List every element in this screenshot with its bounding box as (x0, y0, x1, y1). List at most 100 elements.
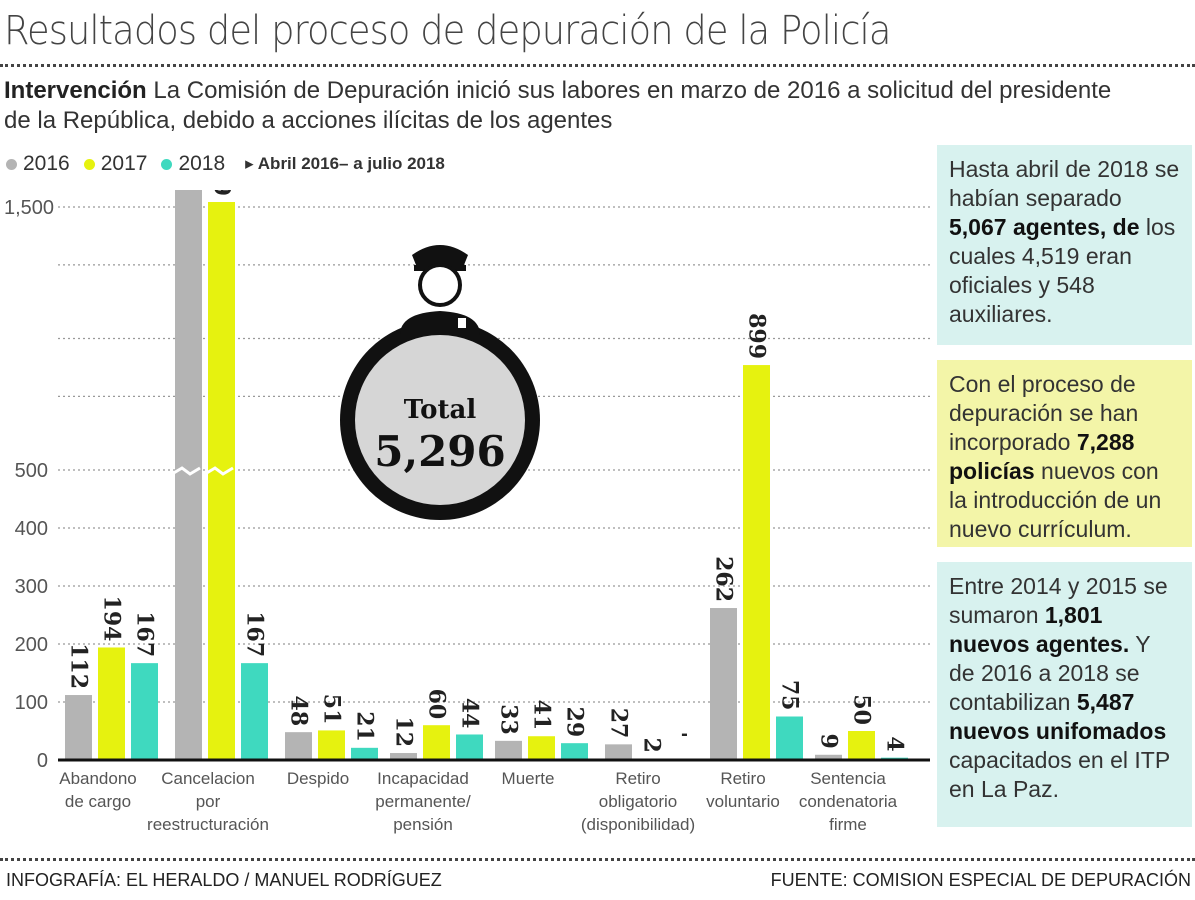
bar-2017 (208, 202, 235, 761)
bar-2016 (65, 695, 92, 760)
data-label: 899 (744, 313, 770, 359)
x-tick-label: condenatoria (799, 792, 898, 811)
data-label: 33 (496, 704, 522, 735)
x-tick-label: voluntario (706, 792, 780, 811)
panel-text: capacitados en el ITP en La Paz. (949, 747, 1170, 802)
bar-2017 (743, 365, 770, 760)
panel-text: 5,067 agentes, de (949, 214, 1140, 240)
y-tick-label: 300 (15, 576, 48, 598)
x-tick-label: Despido (287, 769, 349, 788)
data-label: 194 (99, 596, 125, 642)
data-label: 51 (319, 694, 345, 725)
bar-2016 (495, 740, 522, 760)
source: FUENTE: COMISION ESPECIAL DE DEPURACIÓN (770, 870, 1191, 890)
data-label: 1,519 (209, 190, 235, 196)
x-tick-label: Abandono (59, 769, 137, 788)
legend-note: ▸ Abril 2016– a julio 2018 (245, 154, 445, 173)
data-label: 167 (132, 611, 158, 657)
info-panel: Entre 2014 y 2015 se sumaron 1,801 nuevo… (937, 562, 1192, 827)
bar-2018 (561, 743, 588, 760)
x-tick-label: de cargo (65, 792, 131, 811)
y-tick-label: 400 (15, 518, 48, 540)
badge-inner (355, 335, 525, 505)
x-tick-label: reestructuración (147, 815, 269, 834)
x-tick-label: Sentencia (810, 769, 886, 788)
intro-lead: Intervención (4, 77, 147, 104)
bar-2016 (815, 754, 842, 760)
bar-2016 (710, 608, 737, 760)
data-label: 41 (529, 700, 555, 731)
bar-2018 (131, 663, 158, 760)
bar-2017 (848, 731, 875, 760)
data-label: 44 (457, 698, 483, 729)
x-tick-label: Cancelacion (161, 769, 255, 788)
legend-label: 2017 (100, 152, 148, 175)
bar-2016 (390, 753, 417, 760)
x-tick-label: firme (829, 815, 867, 834)
legend-swatch (161, 158, 173, 170)
legend-item-2017: 2017 (83, 152, 148, 176)
bar-2017 (318, 730, 345, 760)
bar-2016 (605, 744, 632, 760)
data-label: 167 (242, 611, 268, 657)
y-tick-label: 100 (15, 692, 48, 714)
badge-value: 5,296 (374, 427, 506, 476)
data-label: 21 (352, 711, 378, 742)
panel-text: Hasta abril de 2018 se habían separado (949, 156, 1180, 211)
x-tick-label: pensión (393, 815, 453, 834)
data-label: 2 (639, 738, 665, 753)
axis-break-mark (204, 466, 234, 476)
data-label: 48 (286, 696, 312, 727)
legend-swatch (83, 158, 95, 170)
data-label: - (681, 723, 688, 745)
data-label: 262 (711, 556, 737, 602)
panel-text: nuevos con la introducción de un nuevo c… (949, 458, 1162, 542)
data-label: 4 (882, 736, 908, 751)
police-officer-icon (400, 245, 480, 335)
panel-text: 7,288 policías (949, 429, 1135, 484)
panel-text: Y de 2016 a 2018 se contabilizan (949, 631, 1151, 715)
bar-2017 (423, 725, 450, 760)
legend-item-2016: 2016 (6, 152, 70, 176)
x-tick-label: Retiro (720, 769, 765, 788)
y-tick-label: 0 (37, 750, 48, 772)
x-tick-label: Incapacidad (377, 769, 469, 788)
bar-chart: 0 100 200 300 400 500 1,500 112 194 167 Abandono de… (4, 190, 930, 834)
bar-2018 (776, 716, 803, 760)
panel-text: Entre 2014 y 2015 se sumaron (949, 573, 1168, 628)
data-label: 29 (562, 707, 588, 738)
x-tick-label: Retiro (615, 769, 660, 788)
legend: 2016 2017 2018 ▸ Abril 2016– a julio 2018 (6, 152, 445, 176)
data-label: 112 (65, 643, 91, 689)
x-tick-label: obligatorio (599, 792, 677, 811)
panel-text: los cuales 4,519 eran oficiales y 548 au… (949, 214, 1176, 327)
y-tick-label: 1,500 (4, 197, 54, 219)
divider (0, 858, 1195, 861)
data-label: 50 (849, 694, 875, 725)
info-panel: Hasta abril de 2018 se habían separado 5… (937, 145, 1192, 345)
legend-item-2018: 2018 (161, 152, 225, 176)
x-tick-label: (disponibilidad) (581, 815, 695, 834)
credit: INFOGRAFÍA: EL HERALDO / MANUEL RODRÍGUE… (6, 870, 442, 890)
bar-2018 (351, 747, 378, 760)
x-tick-label: Muerte (502, 769, 555, 788)
bar-2017 (98, 647, 125, 760)
axis-break-mark (171, 466, 201, 476)
legend-label: 2018 (178, 152, 226, 175)
intro-body: La Comisión de Depuración inició sus lab… (4, 77, 1112, 134)
bar-2016 (175, 190, 202, 761)
bar-2017 (528, 736, 555, 760)
intro-text: Intervención La Comisión de Depuración i… (4, 76, 1134, 136)
data-label: 27 (606, 708, 632, 739)
info-panel: Con el proceso de depuración se han inco… (937, 360, 1192, 547)
data-label: 12 (391, 716, 417, 747)
legend-label: 2016 (23, 152, 70, 175)
divider (0, 64, 1195, 67)
legend-swatch (6, 158, 17, 170)
panel-text: Con el proceso de depuración se han inco… (949, 371, 1139, 455)
panel-text: 1,801 nuevos agentes. (949, 602, 1130, 657)
data-label: 9 (816, 733, 842, 748)
bar-2018 (456, 734, 483, 760)
data-label: 60 (424, 689, 450, 720)
